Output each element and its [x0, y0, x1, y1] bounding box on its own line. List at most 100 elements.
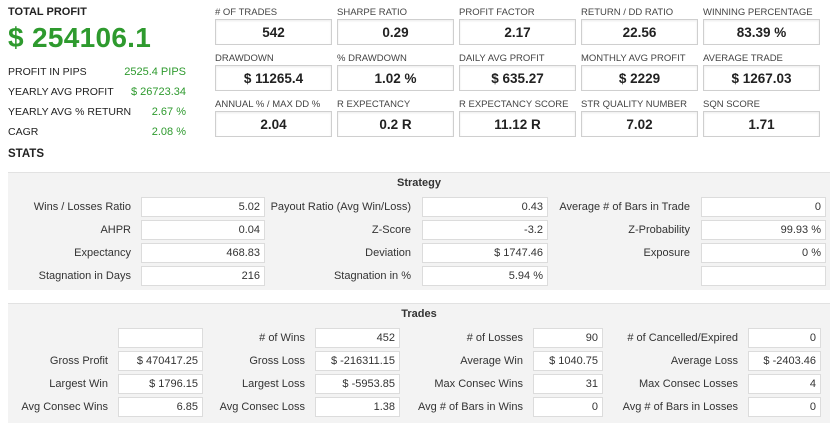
metric-card: PROFIT FACTOR 2.17	[459, 6, 581, 52]
stat-label: Average Win	[460, 355, 523, 367]
metric-value: 1.02 %	[337, 65, 454, 91]
metric-value: 542	[215, 19, 332, 45]
metric-label: STR QUALITY NUMBER	[581, 99, 687, 110]
trades-title: Trades	[401, 308, 437, 320]
metric-label: RETURN / DD RATIO	[581, 7, 674, 18]
stat-value	[701, 266, 826, 286]
stat-label: Avg Consec Loss	[219, 401, 305, 413]
total-profit-value: $ 254106.1	[8, 22, 152, 53]
stat-value: 0.43	[422, 197, 548, 217]
stat-label: Largest Loss	[242, 378, 305, 390]
metric-value: 11.12 R	[459, 111, 576, 137]
summary-row: YEARLY AVG % RETURN 2.67 %	[8, 102, 186, 122]
metric-card: STR QUALITY NUMBER 7.02	[581, 98, 703, 144]
metric-card: SHARPE RATIO 0.29	[337, 6, 459, 52]
stat-value: 4	[748, 374, 821, 394]
strategy-panel: Strategy Wins / Losses Ratio 5.02 Payout R…	[8, 172, 830, 290]
summary-row-value: 2.67 %	[151, 106, 186, 118]
summary-row-value: 2525.4 PIPS	[124, 66, 186, 78]
metric-label: MONTHLY AVG PROFIT	[581, 53, 686, 64]
metric-value: 0.2 R	[337, 111, 454, 137]
stat-value: 468.83	[141, 243, 265, 263]
metric-value: 1.71	[703, 111, 820, 137]
metric-label: DAILY AVG PROFIT	[459, 53, 545, 64]
metric-label: R EXPECTANCY	[337, 99, 411, 110]
stat-label: Z-Probability	[628, 224, 690, 236]
metric-value: $ 2229	[581, 65, 698, 91]
stat-value: 5.02	[141, 197, 265, 217]
metric-card: R EXPECTANCY SCORE 11.12 R	[459, 98, 581, 144]
summary-row: PROFIT IN PIPS 2525.4 PIPS	[8, 62, 186, 82]
metric-value: 0.29	[337, 19, 454, 45]
summary-row: CAGR 2.08 %	[8, 122, 186, 142]
summary-rows: PROFIT IN PIPS 2525.4 PIPS YEARLY AVG PR…	[8, 62, 186, 142]
stat-value: 0	[701, 197, 826, 217]
summary-row-label: YEARLY AVG PROFIT	[8, 86, 114, 98]
stat-label: Payout Ratio (Avg Win/Loss)	[270, 201, 411, 213]
metric-card: # OF TRADES 542	[215, 6, 337, 52]
stat-value: 0 %	[701, 243, 826, 263]
stat-value: 1.38	[315, 397, 400, 417]
stat-label: Wins / Losses Ratio	[33, 201, 131, 213]
stat-value: 0	[748, 397, 821, 417]
total-profit-label: TOTAL PROFIT	[8, 6, 87, 18]
metric-value: $ 635.27	[459, 65, 576, 91]
metric-label: R EXPECTANCY SCORE	[459, 99, 569, 110]
stat-label: Avg Consec Wins	[21, 401, 108, 413]
metric-card: DAILY AVG PROFIT $ 635.27	[459, 52, 581, 98]
stat-label: Avg # of Bars in Losses	[622, 401, 738, 413]
stat-label: Deviation	[365, 247, 411, 259]
stat-label: Average Loss	[670, 355, 738, 367]
stat-label: Avg # of Bars in Wins	[418, 401, 523, 413]
metric-label: DRAWDOWN	[215, 53, 274, 64]
stat-value: 0.04	[141, 220, 265, 240]
metric-card: RETURN / DD RATIO 22.56	[581, 6, 703, 52]
stat-label: Expectancy	[74, 247, 131, 259]
stat-label: Average # of Bars in Trade	[559, 201, 690, 213]
metric-label: PROFIT FACTOR	[459, 7, 535, 18]
metric-value: 83.39 %	[703, 19, 820, 45]
summary-row-label: PROFIT IN PIPS	[8, 66, 87, 78]
metric-value: 7.02	[581, 111, 698, 137]
metric-card: R EXPECTANCY 0.2 R	[337, 98, 459, 144]
stat-value: -3.2	[422, 220, 548, 240]
stat-value: $ 1040.75	[533, 351, 603, 371]
metric-value: $ 1267.03	[703, 65, 820, 91]
stat-value: $ -5953.85	[315, 374, 400, 394]
summary-row: YEARLY AVG PROFIT $ 26723.34	[8, 82, 186, 102]
stat-label: Exposure	[643, 247, 690, 259]
summary-row-value: 2.08 %	[151, 126, 186, 138]
stat-label: # of Losses	[466, 332, 523, 344]
stat-label: Max Consec Losses	[638, 378, 738, 390]
stat-value	[118, 328, 203, 348]
summary-row-label: YEARLY AVG % RETURN	[8, 106, 132, 118]
metric-card: AVERAGE TRADE $ 1267.03	[703, 52, 825, 98]
stat-label: Z-Score	[371, 224, 411, 236]
stat-value: 0	[533, 397, 603, 417]
metric-label: ANNUAL % / MAX DD %	[215, 99, 321, 110]
stat-label: Max Consec Wins	[434, 378, 523, 390]
metric-grid: # OF TRADES 542 SHARPE RATIO 0.29 PROFIT FAC…	[215, 6, 833, 144]
metric-label: # OF TRADES	[215, 7, 278, 18]
stat-value: 0	[748, 328, 821, 348]
stat-label: AHPR	[100, 224, 131, 236]
stat-value: $ -216311.15	[315, 351, 400, 371]
stat-value: 452	[315, 328, 400, 348]
summary-row-value: $ 26723.34	[130, 86, 186, 98]
metric-label: WINNING PERCENTAGE	[703, 7, 813, 18]
stats-title: STATS	[8, 148, 44, 160]
stat-value: 99.93 %	[701, 220, 826, 240]
metric-value: $ 11265.4	[215, 65, 332, 91]
trades-panel: Trades # of Wins 452 # of Losses 90 # of Can…	[8, 303, 830, 423]
stat-value: $ 1747.46	[422, 243, 548, 263]
metric-label: SQN SCORE	[703, 99, 761, 110]
stat-label: Gross Profit	[49, 355, 108, 367]
stat-value: $ 1796.15	[118, 374, 203, 394]
metric-value: 2.04	[215, 111, 332, 137]
metric-card: DRAWDOWN $ 11265.4	[215, 52, 337, 98]
stat-value: 6.85	[118, 397, 203, 417]
metric-label: AVERAGE TRADE	[703, 53, 783, 64]
metric-value: 22.56	[581, 19, 698, 45]
metric-label: % DRAWDOWN	[337, 53, 407, 64]
metric-card: WINNING PERCENTAGE 83.39 %	[703, 6, 825, 52]
